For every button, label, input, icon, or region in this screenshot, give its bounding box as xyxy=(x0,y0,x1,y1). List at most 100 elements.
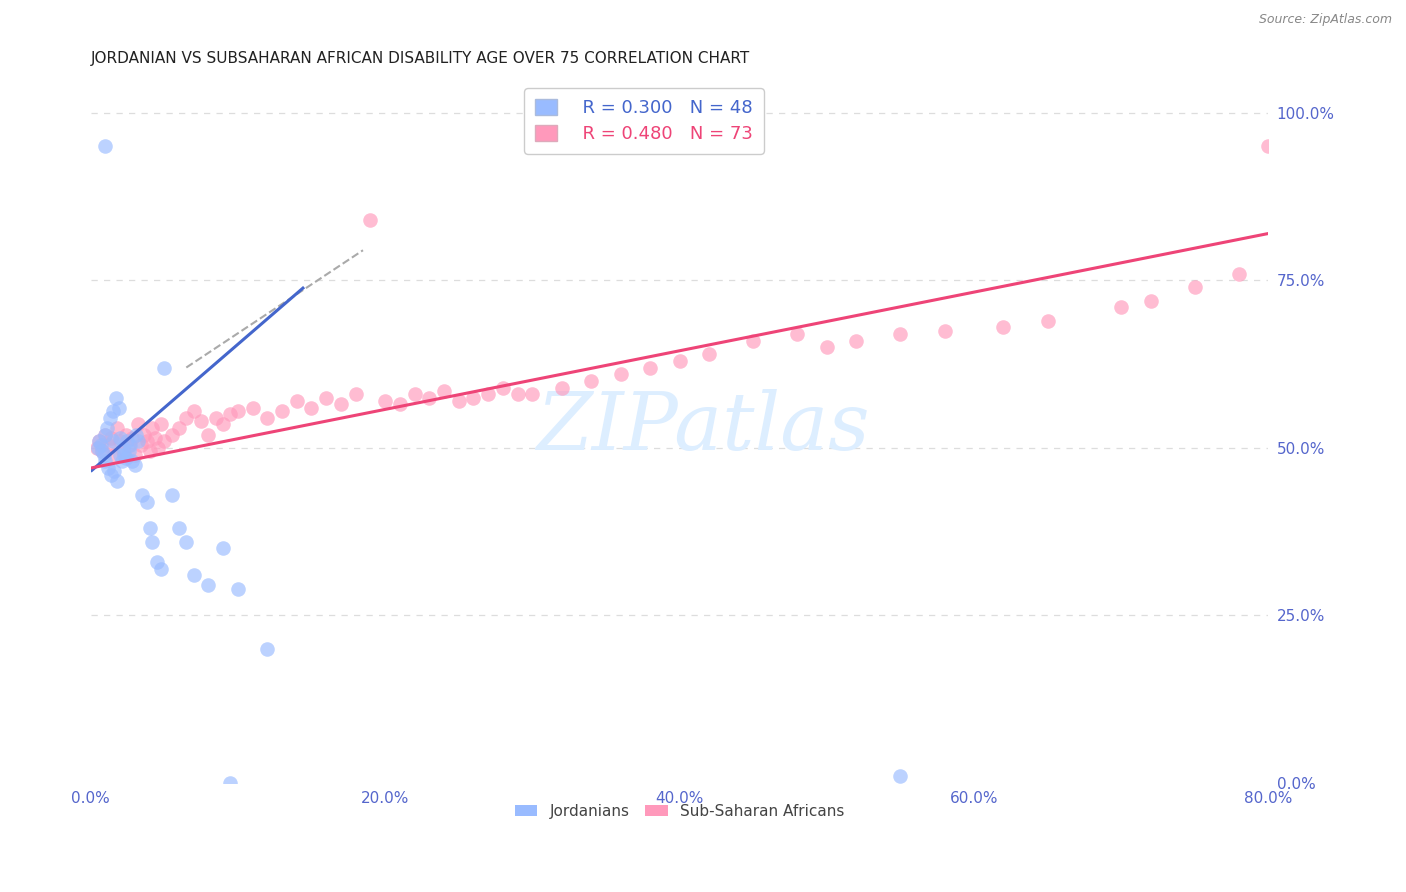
Point xyxy=(219,776,242,790)
Point xyxy=(98,410,121,425)
Point xyxy=(117,434,139,449)
Point xyxy=(388,397,411,411)
Point xyxy=(183,568,205,582)
Point xyxy=(551,381,574,395)
Point xyxy=(697,347,720,361)
Point xyxy=(197,427,219,442)
Point xyxy=(107,401,129,415)
Point xyxy=(285,394,308,409)
Point xyxy=(153,434,176,449)
Point xyxy=(993,320,1015,334)
Point xyxy=(1109,300,1132,314)
Point xyxy=(94,427,117,442)
Point xyxy=(176,534,198,549)
Point xyxy=(103,464,125,478)
Point xyxy=(226,404,249,418)
Point xyxy=(150,417,173,432)
Point xyxy=(344,387,367,401)
Point xyxy=(131,488,153,502)
Point xyxy=(1139,293,1161,308)
Legend: Jordanians, Sub-Saharan Africans: Jordanians, Sub-Saharan Africans xyxy=(509,797,851,825)
Point xyxy=(786,326,808,341)
Point xyxy=(91,444,114,458)
Point xyxy=(190,414,212,428)
Point xyxy=(506,387,529,401)
Point xyxy=(145,431,167,445)
Point xyxy=(219,408,242,422)
Point xyxy=(889,326,911,341)
Point xyxy=(97,437,120,451)
Point xyxy=(127,434,149,449)
Point xyxy=(91,444,114,458)
Point xyxy=(1227,267,1250,281)
Point xyxy=(1257,139,1279,153)
Point xyxy=(271,404,294,418)
Point xyxy=(447,394,470,409)
Point xyxy=(609,368,631,382)
Point xyxy=(101,434,124,449)
Point xyxy=(815,340,838,354)
Point xyxy=(463,391,485,405)
Point xyxy=(141,421,163,435)
Point xyxy=(242,401,264,415)
Point xyxy=(108,431,131,445)
Point xyxy=(111,444,134,458)
Point xyxy=(492,381,515,395)
Point xyxy=(90,437,112,451)
Point xyxy=(1036,313,1059,327)
Point xyxy=(1184,280,1206,294)
Point xyxy=(101,404,124,418)
Point xyxy=(135,494,157,508)
Point xyxy=(176,410,198,425)
Point xyxy=(146,555,169,569)
Point xyxy=(94,427,117,442)
Point xyxy=(212,541,235,556)
Point xyxy=(301,401,323,415)
Point xyxy=(111,441,134,455)
Point xyxy=(167,521,190,535)
Point xyxy=(115,450,138,465)
Point xyxy=(129,437,152,451)
Point xyxy=(108,448,131,462)
Point xyxy=(97,461,120,475)
Point xyxy=(167,421,190,435)
Point xyxy=(96,421,118,435)
Point xyxy=(89,434,111,449)
Text: Source: ZipAtlas.com: Source: ZipAtlas.com xyxy=(1258,13,1392,27)
Point xyxy=(889,769,911,783)
Point xyxy=(118,437,141,451)
Point xyxy=(374,394,396,409)
Point xyxy=(132,427,155,442)
Point xyxy=(638,360,661,375)
Point xyxy=(94,454,117,468)
Point xyxy=(150,561,173,575)
Point xyxy=(256,410,278,425)
Text: ZIPatlas: ZIPatlas xyxy=(536,389,870,467)
Point xyxy=(86,441,108,455)
Point xyxy=(256,642,278,657)
Point xyxy=(141,534,163,549)
Point xyxy=(105,475,128,489)
Point xyxy=(100,431,122,445)
Point xyxy=(124,458,146,472)
Point xyxy=(103,448,125,462)
Point xyxy=(742,334,765,348)
Point xyxy=(668,354,690,368)
Point xyxy=(522,387,544,401)
Point xyxy=(93,448,115,462)
Point xyxy=(121,454,143,468)
Point xyxy=(108,434,131,449)
Point xyxy=(120,437,142,451)
Point xyxy=(87,441,110,455)
Point xyxy=(105,421,128,435)
Point xyxy=(418,391,440,405)
Point xyxy=(127,417,149,432)
Point xyxy=(138,444,160,458)
Point xyxy=(204,410,226,425)
Point xyxy=(845,334,868,348)
Point xyxy=(160,488,183,502)
Point xyxy=(183,404,205,418)
Point xyxy=(433,384,456,398)
Point xyxy=(153,360,176,375)
Point xyxy=(124,448,146,462)
